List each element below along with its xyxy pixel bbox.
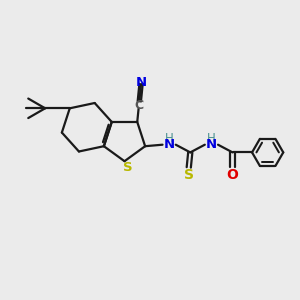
Text: H: H [165, 132, 173, 145]
Text: N: N [136, 76, 147, 89]
Text: N: N [206, 138, 217, 151]
Text: H: H [207, 132, 216, 145]
Text: N: N [164, 138, 175, 151]
Text: S: S [184, 169, 194, 182]
Text: S: S [123, 161, 133, 174]
Text: C: C [134, 99, 143, 112]
Text: O: O [226, 169, 238, 182]
